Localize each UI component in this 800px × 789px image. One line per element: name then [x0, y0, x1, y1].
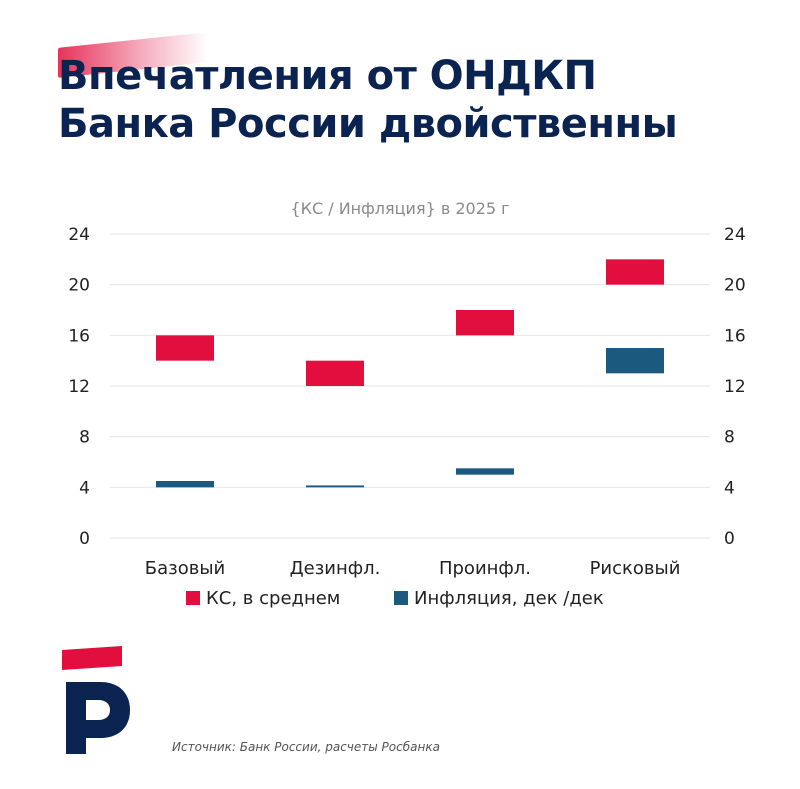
title-line-2: Банка России двойственны: [58, 101, 678, 147]
y-tick-label-right: 16: [724, 326, 746, 346]
y-tick-label-right: 0: [724, 529, 735, 549]
ks-range-bar: [456, 310, 514, 336]
chart-title: {КС / Инфляция} в 2025 г: [290, 199, 509, 218]
y-tick-label-right: 24: [724, 225, 746, 245]
y-tick-label-left: 0: [79, 529, 90, 549]
inflation-range-bar: [306, 485, 364, 488]
inflation-range-bar: [156, 481, 214, 488]
y-tick-label-right: 20: [724, 276, 746, 296]
inflation-range-bar: [606, 348, 664, 374]
legend-label: КС, в среднем: [206, 588, 340, 609]
source-note: Источник: Банк России, расчеты Росбанка: [172, 740, 440, 754]
ks-range-bar: [606, 259, 664, 285]
x-category-label: Рисковый: [590, 558, 681, 579]
y-tick-label-left: 20: [68, 276, 90, 296]
legend-swatch: [186, 591, 200, 605]
title-line-1: Впечатления от ОНДКП: [58, 53, 597, 99]
inflation-range-bar: [456, 468, 514, 475]
x-category-label: Дезинфл.: [290, 558, 381, 579]
y-tick-label-right: 12: [724, 377, 746, 397]
y-tick-label-left: 4: [79, 478, 90, 498]
x-category-label: Проинфл.: [439, 558, 531, 579]
legend-label: Инфляция, дек /дек: [414, 588, 604, 609]
legend-swatch: [394, 591, 408, 605]
y-tick-label-left: 8: [79, 428, 90, 448]
x-category-label: Базовый: [145, 558, 225, 579]
y-tick-label-left: 24: [68, 225, 90, 245]
y-tick-label-left: 16: [68, 326, 90, 346]
y-tick-label-right: 4: [724, 478, 735, 498]
rosbank-logo-icon: [62, 646, 130, 754]
ks-range-bar: [306, 360, 364, 386]
ks-range-bar: [156, 335, 214, 361]
range-chart: {КС / Инфляция} в 2025 г 0 0 4 4 8 8 12 12 16 16 20…: [68, 199, 746, 609]
page-title: Впечатления от ОНДКП Банка России двойст…: [58, 52, 678, 148]
chart-container: {КС / Инфляция} в 2025 г 0 0 4 4 8 8 12 12 16 16 20…: [0, 180, 800, 620]
y-tick-label-left: 12: [68, 377, 90, 397]
y-tick-label-right: 8: [724, 428, 735, 448]
